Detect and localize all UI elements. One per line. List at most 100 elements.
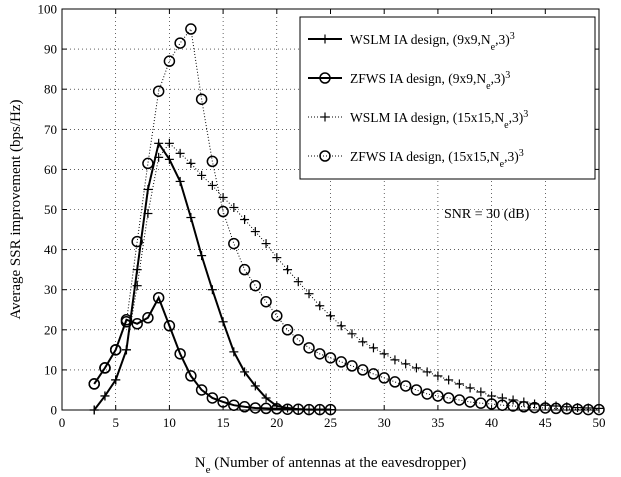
- series-3-point: [261, 239, 271, 249]
- legend-label-sup: 3: [519, 148, 524, 159]
- x-axis-label-sub: e: [206, 464, 211, 476]
- series-3-point: [315, 301, 325, 311]
- y-tick-label: 20: [44, 322, 57, 337]
- series-3-point: [390, 355, 400, 365]
- x-tick-label: 10: [163, 415, 176, 430]
- series-3-point: [283, 265, 293, 275]
- snr-annotation: SNR = 30 (dB): [444, 207, 530, 222]
- series-4-point: [249, 279, 262, 292]
- series-4-point: [367, 368, 380, 380]
- series-3-point: [229, 202, 239, 212]
- series-2-point: [142, 312, 154, 324]
- series-3-point: [154, 152, 164, 162]
- y-tick-label: 80: [44, 82, 57, 97]
- series-4-point: [389, 376, 401, 388]
- series-2-point: [249, 402, 262, 414]
- x-axis-label: Ne (Number of antennas at the eavesdropp…: [195, 455, 466, 476]
- series-3-point: [175, 148, 185, 158]
- series-4-point: [109, 344, 122, 356]
- series-2-point: [174, 348, 186, 360]
- legend-marker: [320, 34, 330, 44]
- series-3-point: [411, 363, 421, 373]
- series-1-point: [197, 251, 207, 261]
- x-tick-label: 5: [112, 415, 119, 430]
- series-4-point: [399, 380, 412, 392]
- series-3-point: [465, 383, 475, 393]
- series-4-point: [475, 397, 487, 409]
- series-1-point: [207, 285, 217, 295]
- series-2-point: [131, 318, 143, 330]
- series-3-point: [368, 343, 378, 353]
- series-4-point: [550, 402, 562, 415]
- series-3-point: [347, 329, 357, 339]
- legend-label-sub: e: [486, 81, 491, 92]
- legend-label-text: WSLM IA design, (9x9,N: [350, 32, 491, 47]
- y-tick-label: 100: [38, 2, 58, 17]
- series-1-point: [186, 213, 196, 223]
- series-3-point: [111, 375, 121, 385]
- series-1-point: [164, 154, 174, 164]
- series-3-point: [121, 345, 131, 355]
- y-tick-label: 50: [44, 202, 57, 217]
- series-4-point: [507, 400, 519, 412]
- x-tick-label: 50: [593, 415, 606, 430]
- series-4-point: [88, 378, 100, 390]
- series-2-point: [238, 401, 251, 413]
- y-tick-label: 0: [51, 403, 58, 418]
- series-4-point: [421, 388, 433, 400]
- legend-label-sub: e: [491, 42, 496, 53]
- legend-label-tail: ,3): [509, 110, 524, 125]
- series-4-point: [260, 295, 272, 308]
- series-1-point: [218, 317, 228, 327]
- legend-entry-3: WSLM IA design, (15x15,Ne,3)3: [308, 109, 528, 131]
- series-2-point: [185, 370, 197, 382]
- series-3-point: [164, 138, 174, 148]
- series-4-point: [163, 55, 176, 67]
- axis-ticks: 0 5 10 15 20 25 30 35 40 45 50 0 10 20 30 40 50 60 70 80 90 1…: [38, 2, 606, 431]
- series-4-point: [271, 310, 283, 322]
- series-1-point: [143, 184, 153, 194]
- x-tick-label: 40: [485, 415, 498, 430]
- series-4-point: [99, 362, 111, 374]
- series-1-point: [240, 367, 250, 377]
- series-3-point: [508, 395, 518, 405]
- y-tick-label: 30: [44, 282, 57, 297]
- x-tick-label: 45: [539, 415, 552, 430]
- series-3-point: [444, 375, 454, 385]
- legend-label-sup: 3: [523, 109, 528, 120]
- series-3-point: [250, 227, 260, 237]
- series-4-point: [335, 356, 347, 368]
- series-4-point: [131, 235, 143, 248]
- series-4-point: [217, 205, 229, 218]
- legend-entry-2: ZFWS IA design, (9x9,Ne,3)3: [308, 70, 510, 92]
- legend-marker: [320, 112, 330, 122]
- legend-label-sub: e: [504, 120, 509, 131]
- y-tick-label: 70: [44, 122, 57, 137]
- series-4-point: [142, 157, 154, 170]
- series-4-point: [303, 342, 315, 354]
- series-2-point: [163, 320, 176, 332]
- series-1-point: [132, 265, 142, 275]
- x-tick-label: 25: [324, 415, 337, 430]
- series-3-point: [336, 321, 346, 331]
- series-3-point: [454, 379, 464, 389]
- x-tick-label: 0: [59, 415, 66, 430]
- series-4-point: [539, 402, 552, 414]
- series-3-point: [358, 337, 368, 347]
- series-4-point: [378, 372, 390, 384]
- legend-label-text: ZFWS IA design, (9x9,N: [350, 71, 486, 86]
- series-3-point: [476, 387, 486, 397]
- y-tick-label: 90: [44, 42, 57, 57]
- x-tick-label: 15: [217, 415, 230, 430]
- legend-label-sup: 3: [510, 31, 515, 42]
- series-2-line: [93, 295, 331, 411]
- x-tick-label: 30: [378, 415, 391, 430]
- series-4-point: [453, 394, 466, 406]
- series-4-point: [571, 403, 584, 415]
- legend-label-sup: 3: [505, 70, 510, 81]
- series-3-point: [132, 281, 142, 291]
- legend-box: [299, 16, 596, 180]
- series-3-point: [240, 215, 250, 225]
